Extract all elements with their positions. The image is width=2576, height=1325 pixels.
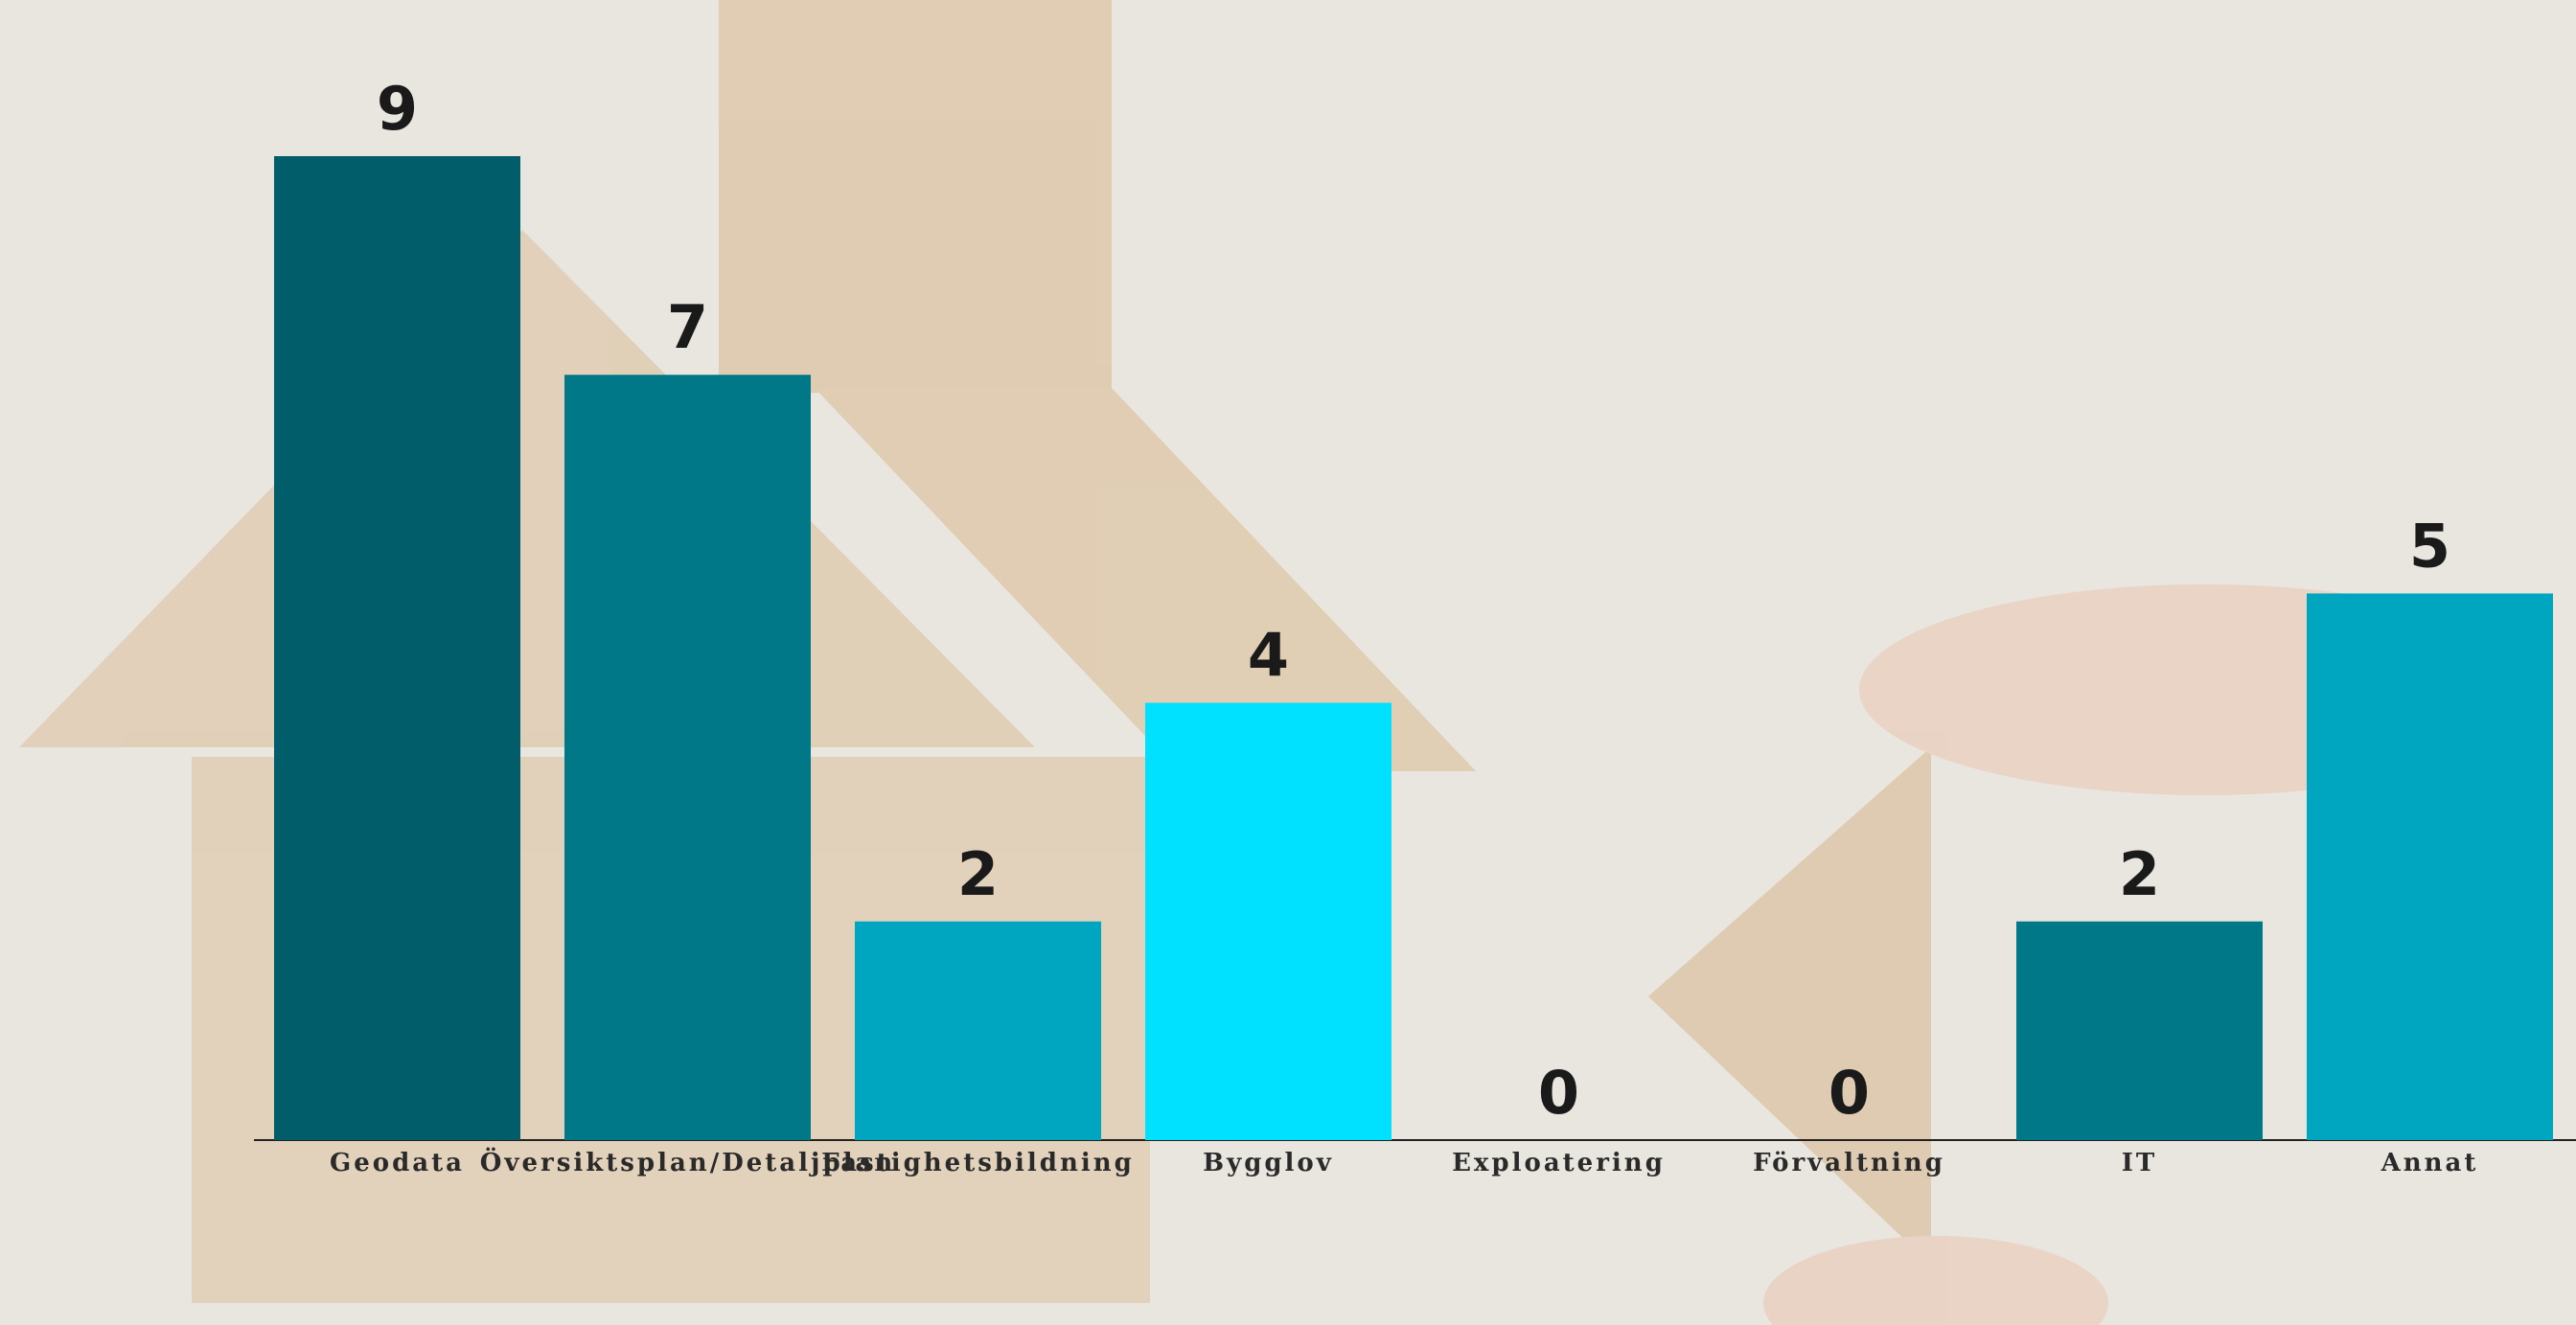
value-label: 2 — [957, 839, 999, 909]
bar — [855, 921, 1101, 1140]
value-label: 7 — [667, 292, 708, 362]
x-tick-label: Förvaltning — [1753, 1149, 1945, 1177]
bar — [564, 375, 811, 1140]
x-tick-label: Geodata — [330, 1149, 465, 1177]
value-label: 0 — [1828, 1058, 1870, 1128]
value-label: 2 — [2119, 839, 2160, 909]
value-label: 9 — [377, 74, 418, 144]
x-tick-label: Exploatering — [1452, 1149, 1666, 1177]
x-tick-label: Bygglov — [1203, 1149, 1334, 1177]
value-label: 0 — [1538, 1058, 1579, 1128]
x-tick-label: IT — [2122, 1149, 2158, 1177]
x-tick-label: Översiktsplan/Detaljplan — [480, 1147, 896, 1177]
x-tick-label: Annat — [2380, 1149, 2479, 1177]
bar — [274, 156, 520, 1140]
value-label: 5 — [2409, 511, 2450, 581]
value-label: 4 — [1248, 621, 1289, 691]
bar — [1145, 702, 1392, 1140]
bar — [2307, 593, 2553, 1140]
x-tick-label: Fastighetsbildning — [821, 1149, 1135, 1177]
bar — [2016, 921, 2263, 1140]
